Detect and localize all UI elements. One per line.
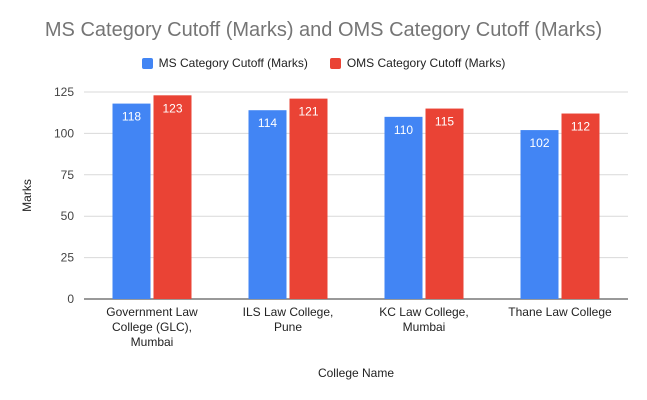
- data-label: 102: [529, 136, 549, 150]
- data-label: 123: [162, 101, 182, 115]
- y-tick-label: 50: [61, 209, 75, 223]
- y-tick-label: 75: [61, 168, 75, 182]
- legend-swatch-ms: [141, 57, 153, 69]
- y-tick-label: 25: [61, 251, 75, 265]
- bar-ms: [248, 110, 287, 299]
- bar-oms: [289, 98, 328, 300]
- data-label: 114: [258, 116, 277, 130]
- data-label: 118: [122, 110, 141, 124]
- y-tick-label: 0: [67, 292, 74, 306]
- bar-ms: [384, 116, 423, 299]
- legend-item-ms[interactable]: MS Category Cutoff (Marks): [141, 56, 308, 70]
- y-tick-label: 100: [54, 126, 74, 140]
- bar-oms: [561, 113, 600, 299]
- legend: MS Category Cutoff (Marks) OMS Category …: [0, 56, 647, 70]
- legend-item-oms[interactable]: OMS Category Cutoff (Marks): [329, 56, 506, 70]
- bar-ms: [520, 130, 559, 299]
- legend-swatch-oms: [329, 57, 341, 69]
- bar-ms: [112, 103, 151, 299]
- data-label: 112: [571, 120, 590, 134]
- legend-label-oms: OMS Category Cutoff (Marks): [346, 56, 506, 70]
- data-label: 110: [394, 123, 413, 137]
- x-tick-label: ILS Law College, Pune: [243, 305, 334, 334]
- chart-title: MS Category Cutoff (Marks) and OMS Categ…: [44, 19, 603, 41]
- x-tick-label: Thane Law College: [508, 305, 612, 319]
- bar-oms: [425, 108, 464, 299]
- bar-oms: [153, 95, 192, 299]
- y-axis-title: Marks: [20, 179, 34, 212]
- x-tick-label: Government Law College (GLC), Mumbai: [106, 305, 198, 349]
- x-tick-label: KC Law College, Mumbai: [379, 305, 468, 334]
- data-label: 121: [298, 105, 318, 119]
- x-axis-title: College Name: [318, 366, 394, 380]
- data-label: 115: [435, 115, 454, 129]
- y-tick-label: 125: [54, 85, 74, 99]
- legend-label-ms: MS Category Cutoff (Marks): [158, 56, 308, 70]
